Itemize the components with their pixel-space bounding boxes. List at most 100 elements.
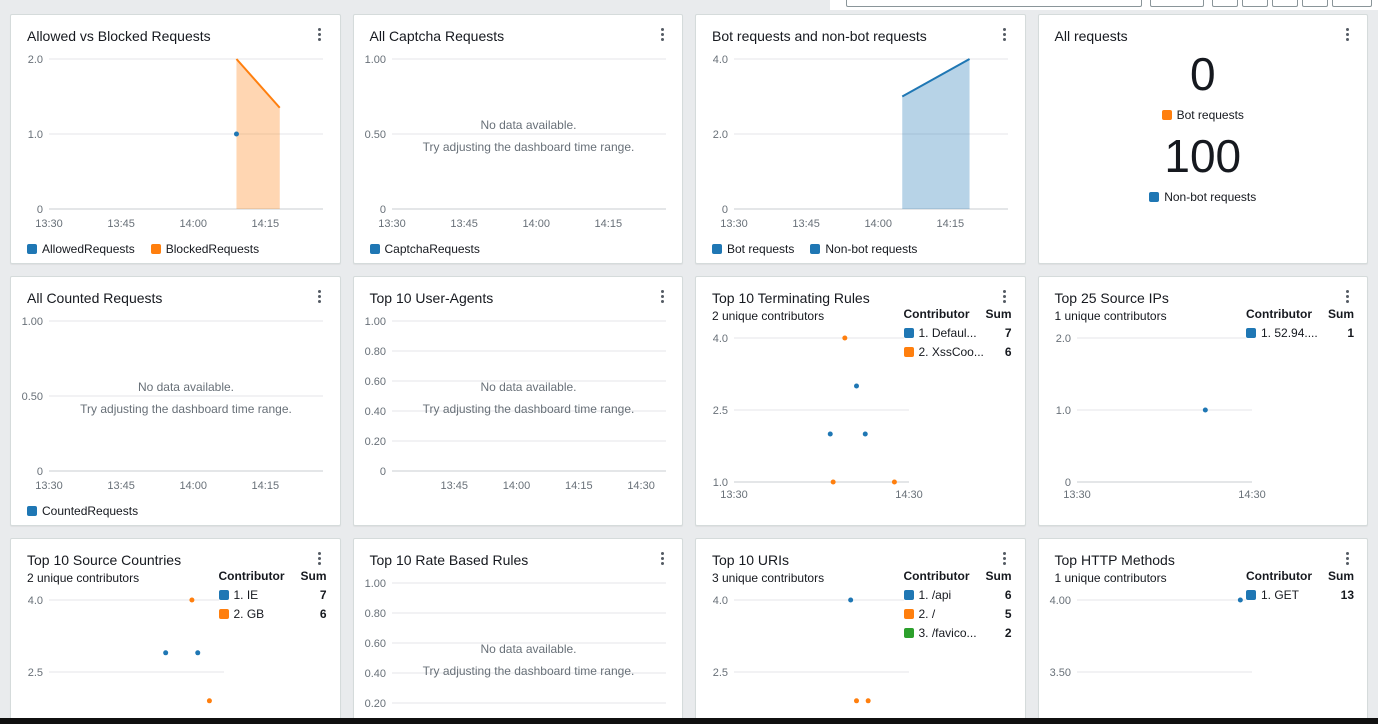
widget-title: Top 10 Terminating Rules xyxy=(712,290,870,306)
widget-title: All Counted Requests xyxy=(27,290,163,306)
kebab-menu-icon[interactable] xyxy=(652,286,672,306)
sum-header-label: Sum xyxy=(1327,307,1354,321)
y-axis-tick-label: 0 xyxy=(722,204,728,216)
contributor-swatch xyxy=(903,328,914,338)
contributor-row[interactable]: 1. GET 13 xyxy=(1246,588,1354,602)
contributor-row[interactable]: 2. / 5 xyxy=(903,607,1012,621)
y-axis-tick-label: 0.50 xyxy=(22,391,43,403)
legend-item[interactable]: AllowedRequests xyxy=(27,242,135,256)
y-axis-tick-label: 1.0 xyxy=(28,129,43,141)
x-axis-tick-label: 14:15 xyxy=(594,218,622,230)
y-axis-tick-label: 4.0 xyxy=(713,333,728,345)
chart-legend: CountedRequests xyxy=(27,504,138,518)
kebab-menu-icon[interactable] xyxy=(652,24,672,44)
contributor-row[interactable]: 2. XssCoo... 6 xyxy=(903,345,1012,359)
contributor-table: Contributor Sum 1. GET 13 xyxy=(1246,569,1354,607)
contributor-label: 1. GET xyxy=(1261,588,1300,602)
contributor-row[interactable]: 1. /api 6 xyxy=(903,588,1012,602)
legend-item[interactable]: CaptchaRequests xyxy=(369,242,480,256)
widget-bot-and-non-bot-requests: 4.0 2.0 0 13:30 13:45 14:00 14:15 Bot requests N… xyxy=(695,14,1026,264)
no-data-line: Try adjusting the dashboard time range. xyxy=(80,402,292,417)
legend-item[interactable]: Bot requests xyxy=(712,242,794,256)
x-axis-tick-label: 13:45 xyxy=(440,480,468,492)
widget-header: All Captcha Requests xyxy=(354,15,683,47)
no-data-line: Try adjusting the dashboard time range. xyxy=(422,664,635,679)
legend-label: Non-bot requests xyxy=(825,242,918,256)
x-axis-tick-label: 13:45 xyxy=(107,218,135,230)
widget-header: Top 10 Source Countries xyxy=(11,539,340,571)
legend-item[interactable]: Non-bot requests xyxy=(1149,190,1256,204)
x-axis-tick-label: 14:15 xyxy=(937,218,965,230)
chart-area: 1.00 0.50 0 13:30 13:45 14:00 14:15 No data ava… xyxy=(11,277,340,525)
legend-label: Non-bot requests xyxy=(1164,190,1257,204)
cropped-toolbar-button-1[interactable] xyxy=(1212,0,1238,7)
contributor-row[interactable]: 2. GB 6 xyxy=(218,607,327,621)
widget-header: Top HTTP Methods xyxy=(1039,539,1368,571)
widget-all-counted-requests: 1.00 0.50 0 13:30 13:45 14:00 14:15 No data ava… xyxy=(10,276,341,526)
kebab-menu-icon[interactable] xyxy=(1337,548,1357,568)
cropped-toolbar-button-2[interactable] xyxy=(1242,0,1268,7)
no-data-line: No data available. xyxy=(480,118,577,132)
contributor-swatch xyxy=(903,628,914,638)
chart-area: 0 Bot requests 100 Non-bot requests xyxy=(1039,15,1368,263)
kebab-menu-icon[interactable] xyxy=(310,548,330,568)
kebab-menu-icon[interactable] xyxy=(652,548,672,568)
x-axis-tick-label: 14:00 xyxy=(179,218,207,230)
legend-item[interactable]: CountedRequests xyxy=(27,504,138,518)
metric-value: 100 xyxy=(1164,130,1242,182)
legend-item[interactable]: BlockedRequests xyxy=(150,242,259,256)
kebab-menu-icon[interactable] xyxy=(995,24,1015,44)
chart-area: 2.0 1.0 0 13:30 14:30 1 unique contributors Co… xyxy=(1039,277,1368,525)
chart-svg: 4.0 2.5 1.013:30 14:30 xyxy=(713,333,923,501)
contributor-table-header: Contributor Sum xyxy=(1246,569,1354,583)
widget-header: Bot requests and non-bot requests xyxy=(696,15,1025,47)
contributor-row[interactable]: 3. /favico... 2 xyxy=(903,626,1012,640)
contributor-table: Contributor Sum 1. 52.94.... 1 xyxy=(1246,307,1354,345)
cropped-toolbar-button-4[interactable] xyxy=(1302,0,1328,7)
chart-svg: 2.0 1.0 0 13:30 13:45 14:00 14:15 xyxy=(28,54,323,230)
no-data-message: No data available. Try adjusting the dash… xyxy=(392,638,666,682)
cropped-toolbar-input[interactable] xyxy=(846,0,1142,7)
contributor-swatch xyxy=(1246,590,1256,600)
y-axis-tick-label: 3.50 xyxy=(1049,667,1070,679)
contributor-label: 2. GB xyxy=(233,607,265,621)
kebab-menu-icon[interactable] xyxy=(995,548,1015,568)
kebab-menu-icon[interactable] xyxy=(310,286,330,306)
widget-header: Top 10 URIs xyxy=(696,539,1025,571)
data-point xyxy=(189,597,195,603)
kebab-menu-icon[interactable] xyxy=(310,24,330,44)
x-axis-tick-label: 14:15 xyxy=(565,480,593,492)
legend-item[interactable]: Non-bot requests xyxy=(810,242,917,256)
contributor-row[interactable]: 1. 52.94.... 1 xyxy=(1246,326,1354,340)
legend-item[interactable]: Bot requests xyxy=(1161,108,1244,122)
value-stack: 0 Bot requests 100 Non-bot requests xyxy=(1039,51,1368,204)
contributor-header-label: Contributor xyxy=(1246,307,1312,321)
kebab-menu-icon[interactable] xyxy=(995,286,1015,306)
unique-contributors-count: 3 unique contributors xyxy=(712,571,825,585)
no-data-line: No data available. xyxy=(480,642,577,656)
contributor-table: Contributor Sum 1. Defaul... 7 2. XssCoo... 6 xyxy=(903,307,1012,364)
chart-svg: 1.00 0.50 0 13:30 13:45 14:00 14:15 xyxy=(22,316,323,492)
widget-title: Top 10 URIs xyxy=(712,552,790,568)
widget-top-10-rate-based-rules: 1.00 0.80 0.60 0.40 0.20 No data available. Tr… xyxy=(352,538,683,724)
y-axis-tick-label: 0.50 xyxy=(364,129,385,141)
contributor-row[interactable]: 1. Defaul... 7 xyxy=(903,326,1012,340)
contributor-row[interactable]: 1. IE 7 xyxy=(218,588,327,602)
cropped-toolbar-dropdown[interactable] xyxy=(1150,0,1204,7)
y-axis-tick-label: 4.00 xyxy=(1049,595,1070,607)
y-axis-tick-label: 4.0 xyxy=(28,595,43,607)
kebab-menu-icon[interactable] xyxy=(1337,24,1357,44)
cropped-toolbar-button-3[interactable] xyxy=(1272,0,1298,7)
kebab-menu-icon[interactable] xyxy=(1337,286,1357,306)
legend-swatch xyxy=(1149,192,1160,202)
y-axis-tick-label: 1.00 xyxy=(364,316,385,328)
chart-svg: 4.0 2.5 xyxy=(28,595,224,704)
chart-legend: AllowedRequests BlockedRequests xyxy=(27,242,259,256)
contributor-header-label: Contributor xyxy=(903,569,970,583)
legend-label: AllowedRequests xyxy=(42,242,135,256)
unique-contributors-count: 2 unique contributors xyxy=(712,309,825,323)
cropped-toolbar-button-5[interactable] xyxy=(1332,0,1372,7)
chart-svg: 4.00 3.50 xyxy=(1049,595,1252,679)
y-axis-tick-label: 2.0 xyxy=(713,129,728,141)
